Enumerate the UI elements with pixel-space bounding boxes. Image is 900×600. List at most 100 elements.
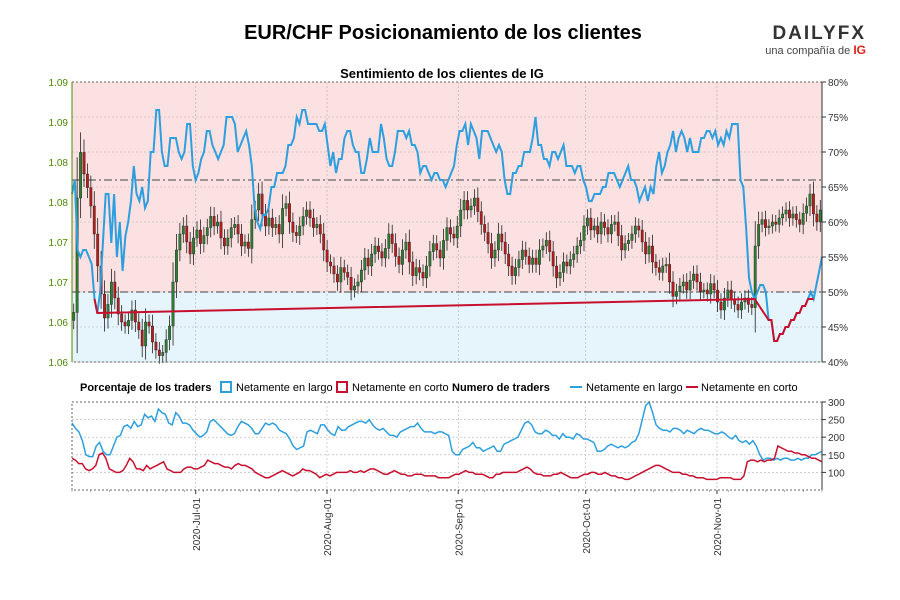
legend: Porcentaje de los traders Netamente en l… (80, 381, 798, 394)
candle-body (469, 205, 473, 211)
candle-body (589, 217, 593, 231)
candle-body (812, 193, 815, 215)
percent-tick-label: 80% (828, 78, 848, 89)
chart-title: Sentimiento de los clientes de IG (340, 66, 544, 81)
count-tick-label: 100 (828, 468, 845, 479)
candle-body (452, 233, 456, 239)
date-tick-label: 2020-Sep-01 (454, 498, 465, 556)
candle-body (496, 233, 500, 251)
candle-body (387, 233, 391, 249)
candle-body (449, 227, 452, 235)
candle-body (130, 309, 134, 321)
candle-body (185, 225, 189, 243)
candle-body (133, 309, 137, 323)
legend-label-count-short: Netamente en corto (701, 382, 798, 394)
candle-body (222, 237, 226, 247)
lower-panel-border (71, 401, 823, 491)
candle-body (603, 221, 606, 228)
candle-body (606, 227, 610, 235)
candle-body (695, 273, 699, 283)
candle-body (411, 261, 415, 276)
candle-body (599, 221, 603, 235)
candle-body (109, 281, 113, 305)
candle-body (572, 253, 576, 260)
candle-body (246, 241, 250, 249)
candle-body (349, 277, 353, 291)
candle-body (818, 209, 822, 223)
reference-lines (72, 179, 822, 293)
candle-body (308, 209, 312, 219)
candle-body (781, 213, 785, 219)
candle-body (462, 200, 466, 211)
candle-body (315, 224, 319, 228)
candle-body (750, 304, 754, 308)
candle-body (726, 289, 730, 299)
candle-body (353, 285, 356, 291)
candle-body (236, 224, 240, 235)
candle-body (79, 152, 82, 199)
count-tick-label: 200 (828, 433, 845, 444)
candle-body (171, 281, 175, 327)
candle-body (623, 243, 627, 251)
candle-body (620, 235, 624, 251)
percent-tick-label: 75% (828, 113, 848, 124)
candle-body (377, 245, 380, 252)
candle-body (709, 283, 713, 295)
candle-body (688, 280, 692, 291)
candle-body (664, 264, 668, 267)
candle-body (82, 152, 86, 175)
candle-body (205, 227, 209, 236)
price-candles (72, 132, 822, 364)
candle-body (788, 209, 791, 219)
candle-body (544, 240, 548, 247)
candle-body (281, 208, 285, 235)
percent-tick-label: 50% (828, 288, 848, 299)
candle-body (414, 267, 418, 276)
ig-logo: IG (853, 43, 866, 57)
candle-body (318, 224, 322, 235)
candle-body (363, 257, 367, 271)
lower-grid (72, 401, 822, 490)
percent-tick-label: 70% (828, 148, 848, 159)
candle-body (291, 221, 295, 233)
percent-tick-label: 45% (828, 323, 848, 334)
candle-body (798, 219, 802, 225)
candle-body (476, 197, 480, 212)
candle-body (455, 225, 459, 239)
legend-label-pct-short: Netamente en corto (352, 382, 449, 394)
candle-body (116, 297, 120, 315)
candle-body (668, 264, 672, 283)
price-tick-label: 1.07 (49, 278, 69, 289)
candle-body (736, 304, 740, 311)
candle-body (562, 261, 565, 273)
candle-body (692, 273, 695, 281)
candle-body (298, 225, 302, 236)
candle-body (596, 225, 600, 235)
candle-body (740, 301, 743, 311)
candle-body (699, 281, 702, 292)
brand-sub-text: una compañía de (765, 45, 851, 57)
candle-body (151, 325, 154, 343)
count-tick-label: 300 (828, 398, 845, 409)
candle-body (493, 249, 497, 259)
candle-body (178, 233, 182, 251)
candle-body (757, 224, 761, 247)
net-short-percent-line (93, 297, 814, 342)
candle-body (815, 213, 819, 223)
candle-body (257, 193, 261, 211)
candle-body (651, 245, 654, 263)
candle-body (188, 241, 192, 255)
candle-body (418, 267, 422, 273)
percent-tick-label: 55% (828, 253, 848, 264)
candle-body (288, 203, 291, 223)
candle-body (579, 240, 582, 247)
candle-body (380, 251, 384, 259)
candle-body (164, 339, 168, 353)
candle-body (531, 257, 535, 265)
candle-body (401, 249, 404, 265)
candle-body (421, 272, 425, 279)
net-long-percent-line (71, 109, 823, 342)
percent-axis: 40% 45% 50% 55% 60% 65% 70% 75% 80% (822, 78, 848, 369)
candle-body (274, 224, 278, 228)
